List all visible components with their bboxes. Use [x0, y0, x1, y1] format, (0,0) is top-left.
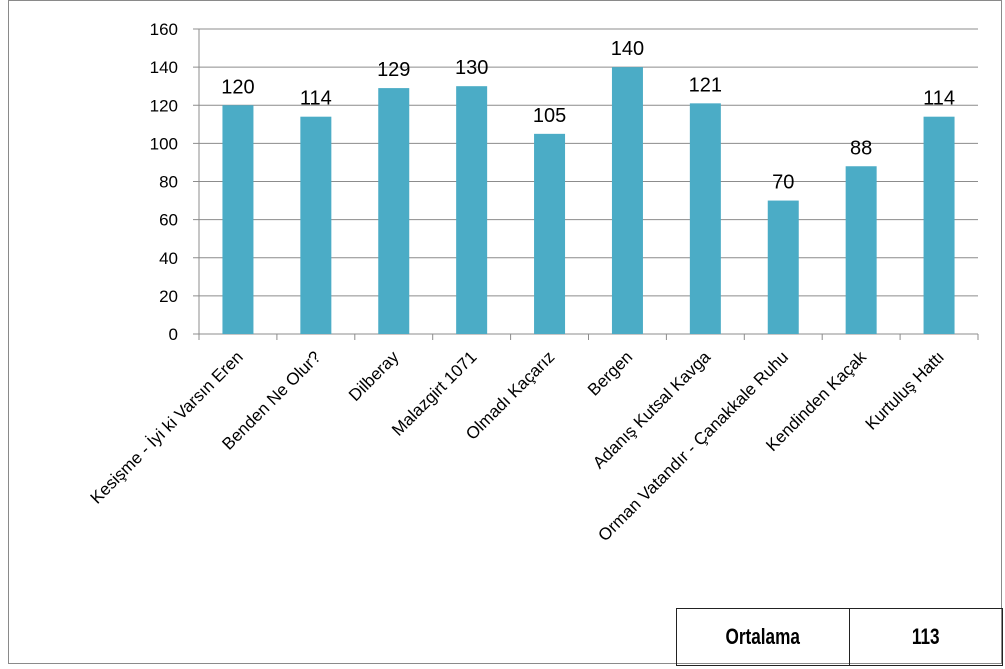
- bar: [611, 67, 643, 334]
- average-table: Ortalama 113: [676, 608, 1003, 666]
- category-label: Kesişme - İyi ki Varsın Eren: [87, 347, 247, 507]
- category-label: Kurtuluş Hattı: [862, 347, 948, 433]
- data-label: 129: [377, 59, 410, 81]
- y-tick-label: 160: [150, 20, 178, 39]
- bar: [300, 116, 332, 334]
- data-label: 114: [300, 88, 332, 110]
- average-row: Ortalama 113: [676, 608, 1003, 666]
- bar: [534, 133, 566, 334]
- bar: [845, 166, 877, 334]
- average-value-cell: 113: [849, 608, 1003, 666]
- data-label: 120: [221, 76, 254, 98]
- bar: [767, 200, 799, 334]
- data-label: 88: [850, 137, 872, 159]
- bar: [378, 88, 410, 334]
- category-label: Bergen: [584, 347, 636, 399]
- y-tick-label: 100: [150, 134, 178, 153]
- data-label: 105: [533, 105, 566, 127]
- y-tick-label: 140: [150, 58, 178, 77]
- data-label: 70: [772, 172, 794, 194]
- y-tick-label: 60: [159, 211, 178, 230]
- y-tick-label: 0: [169, 325, 178, 344]
- y-tick-label: 20: [159, 287, 178, 306]
- data-label: 130: [455, 57, 488, 79]
- data-label: 121: [689, 74, 722, 96]
- average-label-cell: Ortalama: [676, 608, 850, 666]
- bar: [222, 105, 254, 334]
- chart-frame: [8, 0, 1002, 664]
- average-label: Ortalama: [725, 624, 801, 649]
- bar: [456, 86, 488, 334]
- category-label: Dilberay: [345, 347, 403, 405]
- data-label: 114: [923, 88, 955, 110]
- y-tick-label: 80: [159, 173, 178, 192]
- y-tick-label: 120: [150, 96, 178, 115]
- average-value: 113: [912, 624, 940, 649]
- data-label: 140: [611, 38, 644, 60]
- bar: [689, 103, 721, 334]
- y-tick-label: 40: [159, 249, 178, 268]
- bar: [923, 116, 955, 334]
